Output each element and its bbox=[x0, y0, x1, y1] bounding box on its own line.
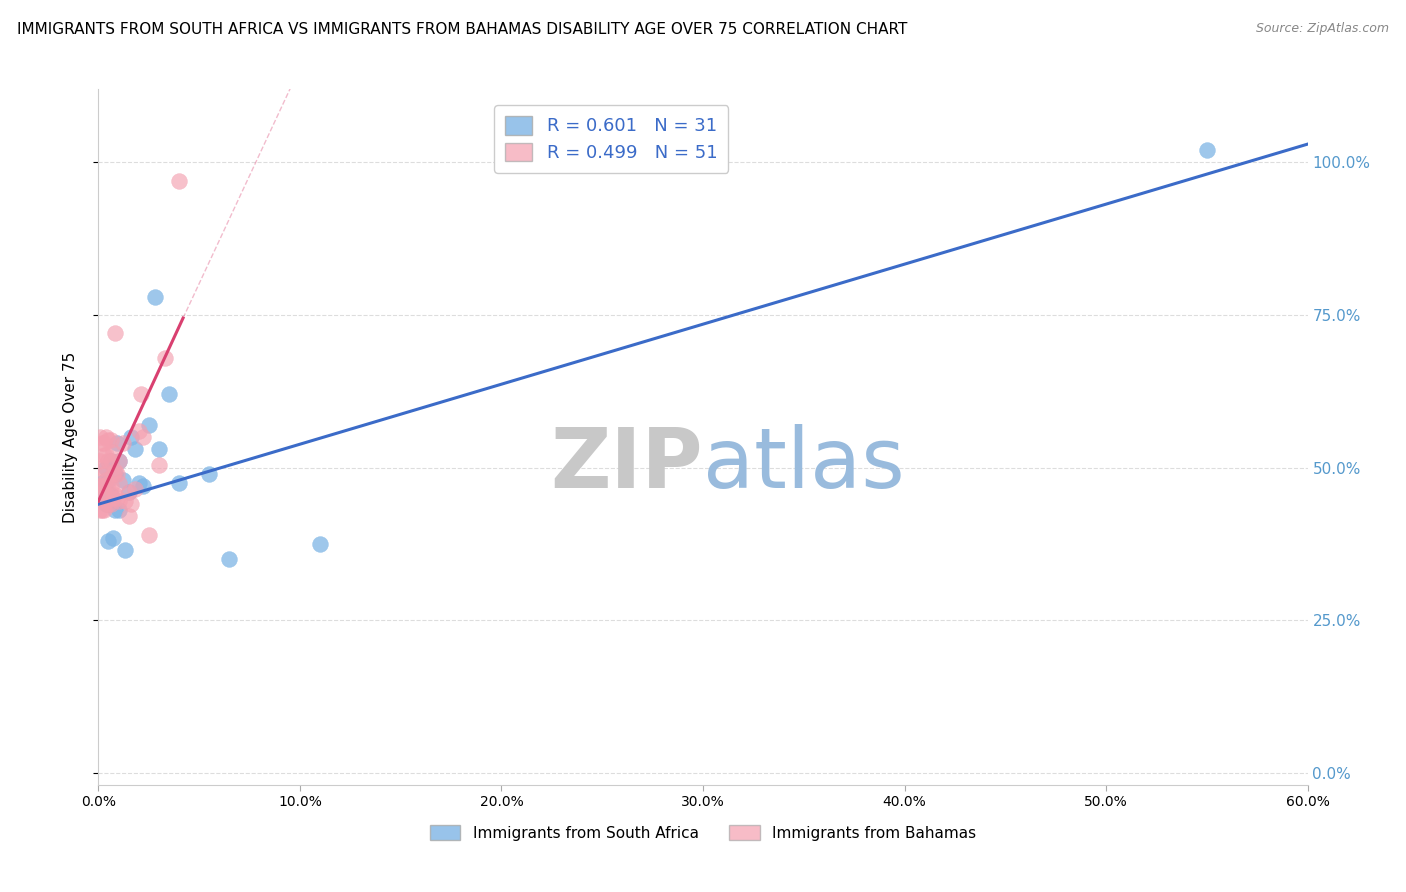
Point bbox=[118, 485, 141, 500]
Text: atlas: atlas bbox=[703, 425, 904, 506]
Point bbox=[100, 497, 122, 511]
Point bbox=[114, 543, 136, 558]
Point bbox=[107, 454, 129, 468]
Point bbox=[100, 479, 122, 493]
Point bbox=[114, 494, 136, 508]
Point bbox=[100, 454, 122, 468]
Point bbox=[93, 467, 115, 481]
Point bbox=[101, 531, 124, 545]
Point bbox=[93, 449, 115, 463]
Point bbox=[89, 454, 111, 468]
Point bbox=[91, 479, 114, 493]
Point bbox=[120, 497, 142, 511]
Text: IMMIGRANTS FROM SOUTH AFRICA VS IMMIGRANTS FROM BAHAMAS DISABILITY AGE OVER 75 C: IMMIGRANTS FROM SOUTH AFRICA VS IMMIGRAN… bbox=[17, 22, 907, 37]
Point bbox=[167, 475, 190, 490]
Point bbox=[153, 351, 176, 365]
Point bbox=[107, 494, 129, 508]
Point bbox=[128, 475, 150, 490]
Point bbox=[107, 454, 129, 468]
Point bbox=[118, 485, 141, 500]
Point bbox=[103, 326, 125, 341]
Point bbox=[91, 460, 114, 475]
Point bbox=[148, 442, 170, 457]
Point bbox=[124, 482, 146, 496]
Point bbox=[111, 473, 134, 487]
Point bbox=[111, 436, 134, 450]
Point bbox=[198, 467, 221, 481]
Point bbox=[103, 464, 125, 478]
Y-axis label: Disability Age Over 75: Disability Age Over 75 bbox=[63, 351, 77, 523]
Point bbox=[309, 537, 332, 551]
Point bbox=[96, 430, 118, 444]
Point bbox=[218, 552, 240, 566]
Point bbox=[129, 387, 152, 401]
Point bbox=[157, 387, 180, 401]
Point bbox=[97, 475, 120, 490]
Point bbox=[103, 467, 125, 481]
Point bbox=[1195, 143, 1218, 157]
Point bbox=[107, 475, 129, 490]
Point bbox=[105, 467, 128, 481]
Point bbox=[107, 503, 129, 517]
Point bbox=[91, 436, 114, 450]
Point bbox=[89, 482, 111, 496]
Point bbox=[138, 527, 160, 541]
Point bbox=[97, 473, 120, 487]
Point bbox=[93, 436, 115, 450]
Point bbox=[143, 290, 166, 304]
Point bbox=[96, 473, 118, 487]
Legend: Immigrants from South Africa, Immigrants from Bahamas: Immigrants from South Africa, Immigrants… bbox=[423, 819, 983, 847]
Point bbox=[124, 442, 146, 457]
Point bbox=[132, 479, 155, 493]
Point bbox=[97, 454, 120, 468]
Point bbox=[96, 460, 118, 475]
Point bbox=[167, 174, 190, 188]
Point bbox=[93, 485, 115, 500]
Point bbox=[91, 485, 114, 500]
Point bbox=[120, 430, 142, 444]
Point bbox=[97, 433, 120, 447]
Text: Source: ZipAtlas.com: Source: ZipAtlas.com bbox=[1256, 22, 1389, 36]
Point bbox=[89, 503, 111, 517]
Point bbox=[101, 445, 124, 459]
Point bbox=[100, 488, 122, 502]
Point bbox=[91, 475, 114, 490]
Point bbox=[132, 430, 155, 444]
Point bbox=[128, 424, 150, 438]
Point bbox=[100, 433, 122, 447]
Point bbox=[96, 494, 118, 508]
Point bbox=[96, 449, 118, 463]
Point bbox=[100, 454, 122, 468]
Point bbox=[118, 509, 141, 524]
Point bbox=[97, 497, 120, 511]
Point bbox=[103, 488, 125, 502]
Point bbox=[89, 479, 111, 493]
Point bbox=[101, 467, 124, 481]
Point bbox=[93, 503, 115, 517]
Point bbox=[138, 417, 160, 432]
Point bbox=[97, 533, 120, 548]
Point bbox=[96, 497, 118, 511]
Point bbox=[148, 458, 170, 472]
Point bbox=[93, 479, 115, 493]
Text: ZIP: ZIP bbox=[551, 425, 703, 506]
Point bbox=[103, 503, 125, 517]
Point bbox=[105, 491, 128, 505]
Point bbox=[89, 430, 111, 444]
Point bbox=[105, 436, 128, 450]
Point bbox=[91, 503, 114, 517]
Point bbox=[101, 491, 124, 505]
Point bbox=[93, 485, 115, 500]
